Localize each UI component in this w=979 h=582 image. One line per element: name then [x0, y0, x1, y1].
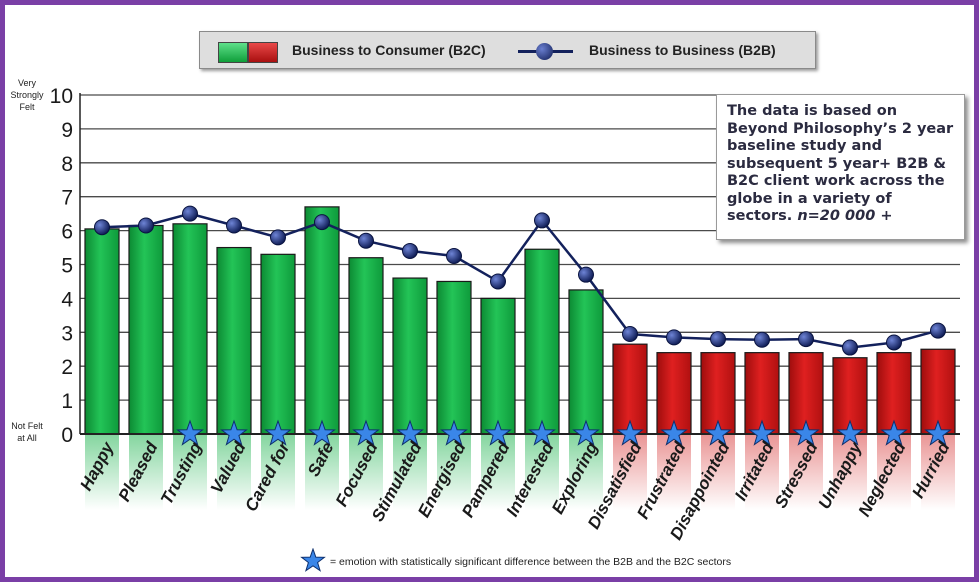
legend-label-b2b: Business to Business (B2B): [589, 42, 776, 58]
bar-b2c: [568, 289, 604, 435]
significance-star-icon: [176, 419, 204, 446]
bar-reflection: [261, 434, 295, 510]
y-tick-label: 4: [61, 288, 73, 311]
significance-star-icon: [440, 419, 468, 446]
significance-star-icon: [528, 419, 556, 446]
significance-star-icon: [748, 419, 776, 446]
significance-star-icon: [880, 419, 908, 446]
y-tick-label: 8: [61, 153, 73, 176]
bar-reflection: [613, 434, 647, 510]
bar-reflection: [217, 434, 251, 510]
point-b2b: [710, 331, 726, 348]
y-tick-label: 2: [61, 356, 73, 379]
bar-reflection: [173, 434, 207, 510]
significance-star-icon: [220, 419, 248, 446]
significance-star-icon: [572, 419, 600, 446]
significance-star-icon: [704, 419, 732, 446]
point-b2b: [182, 205, 198, 222]
bar-b2c: [612, 343, 648, 435]
note-sample-size: n=20 000 +: [797, 208, 893, 224]
point-b2b: [798, 331, 814, 348]
bar-b2c: [436, 280, 472, 435]
point-b2b: [622, 325, 638, 342]
bar-b2c: [348, 257, 384, 435]
point-b2b: [930, 322, 946, 339]
bar-reflection: [789, 434, 823, 510]
point-b2b: [446, 248, 462, 265]
bar-b2c: [524, 248, 560, 435]
point-b2b: [314, 214, 330, 231]
point-b2b: [358, 232, 374, 249]
bar-b2c: [128, 224, 164, 435]
y-tick-label: 6: [61, 221, 73, 244]
bar-reflection: [569, 434, 603, 510]
footnote-text: = emotion with statistically significant…: [330, 556, 732, 568]
point-b2b: [402, 242, 418, 259]
bar-b2c: [84, 228, 120, 435]
y-tick-label: 7: [61, 187, 73, 210]
bar-reflection: [657, 434, 691, 510]
bar-b2c: [304, 206, 340, 435]
point-b2b: [666, 329, 682, 346]
point-b2b: [578, 266, 594, 283]
significance-star-icon: [308, 419, 336, 446]
note-text: The data is based on Beyond Philosophy’s…: [727, 103, 954, 224]
legend-swatch-b2c-negative: [248, 42, 278, 63]
point-b2b: [226, 217, 242, 234]
bar-reflection: [481, 434, 515, 510]
bar-reflection: [85, 434, 119, 510]
bar-b2c: [216, 246, 252, 435]
point-b2b: [490, 273, 506, 290]
bar-reflection: [393, 434, 427, 510]
y-tick-label: 0: [61, 424, 73, 447]
bar-reflection: [349, 434, 383, 510]
bar-reflection: [305, 434, 339, 510]
y-axis-top-label: Very Strongly Felt: [10, 78, 44, 112]
y-tick-label: 10: [50, 85, 73, 108]
bar-reflection: [525, 434, 559, 510]
y-tick-label: 1: [61, 390, 73, 413]
y-tick-label: 3: [61, 322, 73, 345]
significance-star-icon: [836, 419, 864, 446]
y-tick-label: 5: [61, 255, 73, 278]
bar-b2c: [392, 277, 428, 435]
point-b2b: [534, 212, 550, 229]
bar-reflection: [437, 434, 471, 510]
significance-star-icon: [924, 419, 952, 446]
bar-b2c: [260, 253, 296, 435]
star-icon: [300, 548, 326, 572]
significance-star-icon: [396, 419, 424, 446]
legend-marker-b2b: [536, 43, 553, 60]
y-axis-bottom-label: Not Felt at All: [11, 421, 43, 443]
point-b2b: [754, 331, 770, 348]
point-b2b: [94, 219, 110, 236]
chart-legend: Business to Consumer (B2C) Business to B…: [199, 31, 816, 69]
significance-star-icon: [484, 419, 512, 446]
significance-star-icon: [352, 419, 380, 446]
legend-swatch-b2c-positive: [218, 42, 248, 63]
legend-label-b2c: Business to Consumer (B2C): [292, 42, 486, 58]
bar-b2c: [172, 223, 208, 435]
bar-reflection: [129, 434, 163, 510]
bar-reflection: [921, 434, 955, 510]
bar-reflection: [701, 434, 735, 510]
bar-reflection: [833, 434, 867, 510]
methodology-note: The data is based on Beyond Philosophy’s…: [716, 94, 965, 240]
point-b2b: [270, 229, 286, 246]
bar-reflection: [745, 434, 779, 510]
point-b2b: [886, 334, 902, 351]
significance-star-icon: [792, 419, 820, 446]
bar-b2c: [480, 297, 516, 435]
significance-star-icon: [616, 419, 644, 446]
significance-star-icon: [660, 419, 688, 446]
point-b2b: [842, 339, 858, 356]
bar-reflection: [877, 434, 911, 510]
significance-star-icon: [264, 419, 292, 446]
y-tick-label: 9: [61, 119, 73, 142]
point-b2b: [138, 217, 154, 234]
